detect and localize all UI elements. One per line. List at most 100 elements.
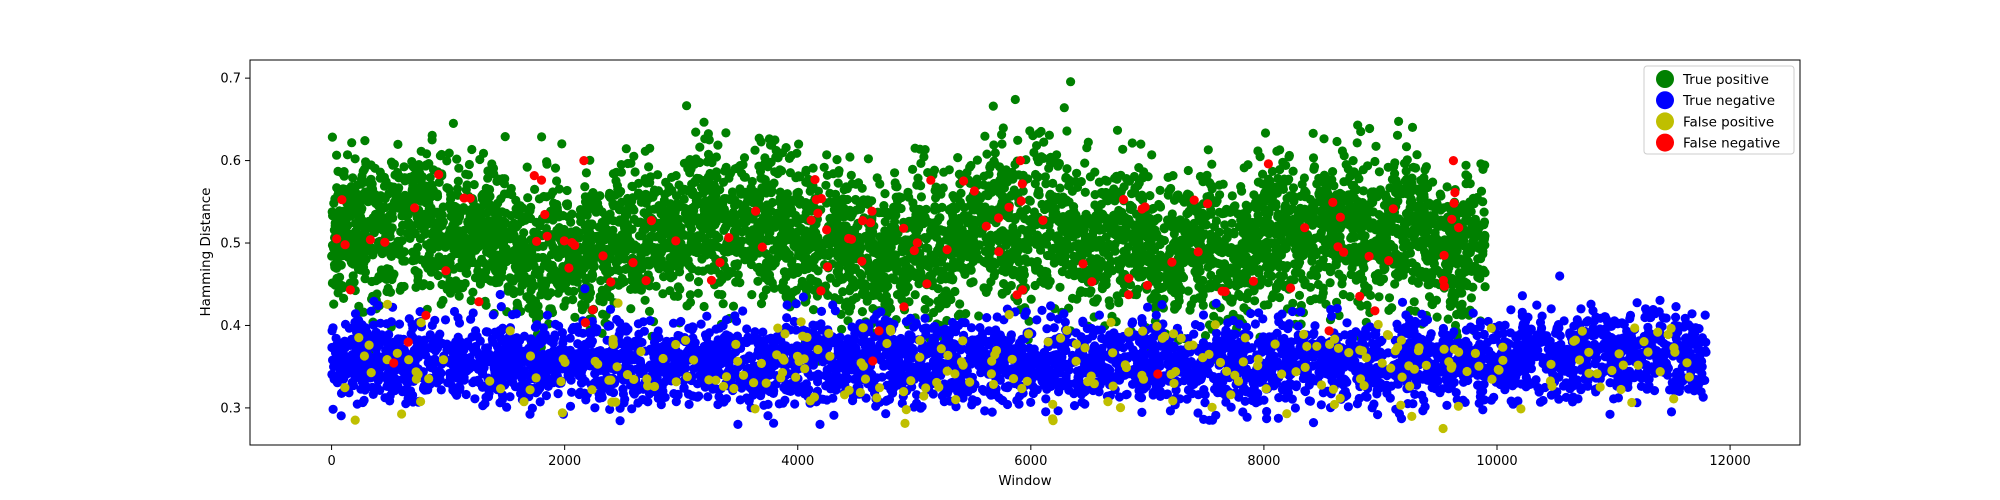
data-point [440, 242, 450, 252]
data-point [677, 186, 687, 196]
data-point [750, 145, 760, 155]
data-point [1192, 270, 1202, 280]
data-point [530, 184, 540, 194]
data-point [1145, 191, 1155, 201]
data-point [1343, 164, 1353, 174]
data-point [653, 170, 663, 180]
data-point [669, 224, 679, 234]
data-point [823, 290, 833, 300]
data-point [770, 167, 780, 177]
data-point [1080, 241, 1090, 251]
data-point [1461, 160, 1471, 170]
data-point [672, 244, 682, 254]
data-point [767, 180, 778, 190]
data-point [335, 283, 345, 293]
data-point [1337, 273, 1348, 283]
data-point [345, 278, 355, 288]
data-point [856, 200, 866, 210]
data-point [1394, 116, 1404, 126]
data-point [393, 139, 403, 149]
data-point [410, 255, 420, 265]
data-point [565, 250, 575, 260]
data-point [997, 130, 1007, 140]
data-point [825, 273, 836, 283]
data-point [855, 268, 865, 279]
data-point [728, 301, 739, 311]
data-point [608, 169, 619, 179]
data-point [343, 221, 353, 231]
data-point [1450, 290, 1460, 301]
data-point [823, 250, 834, 261]
data-point [426, 229, 436, 239]
data-point [1232, 266, 1242, 277]
data-point [792, 218, 802, 228]
data-point [1374, 167, 1384, 177]
data-point [1098, 189, 1108, 199]
data-point [563, 212, 573, 222]
data-point [758, 291, 768, 301]
data-point [1374, 292, 1384, 302]
data-point [1156, 250, 1166, 260]
data-point [838, 287, 848, 297]
data-point [529, 281, 539, 291]
data-point [1207, 159, 1217, 169]
data-point [743, 193, 753, 203]
data-point [1297, 214, 1307, 224]
data-point [1059, 103, 1069, 113]
data-point [368, 250, 378, 260]
data-point [1478, 265, 1488, 275]
data-point [1205, 231, 1215, 241]
data-point [452, 184, 463, 194]
data-point [900, 287, 911, 297]
data-point [1325, 278, 1335, 288]
data-point [1267, 271, 1277, 281]
data-point [699, 301, 709, 312]
data-point [808, 305, 819, 315]
data-point [434, 177, 444, 187]
data-point [1393, 267, 1403, 277]
data-point [979, 283, 989, 293]
data-point [327, 132, 337, 142]
data-point [961, 309, 971, 319]
data-point [756, 173, 766, 183]
data-point [1211, 216, 1221, 226]
data-point [580, 182, 590, 192]
data-point [1097, 224, 1108, 235]
data-point [628, 193, 638, 203]
data-point [622, 230, 633, 240]
data-point [1358, 165, 1368, 175]
data-point [358, 216, 369, 226]
data-point [1442, 182, 1452, 192]
data-point [394, 173, 404, 183]
data-point [834, 271, 844, 281]
data-point [973, 241, 983, 251]
data-point [438, 202, 448, 212]
data-point [1348, 156, 1358, 166]
data-point [356, 174, 366, 184]
data-point [1332, 136, 1342, 147]
data-point [523, 193, 533, 203]
data-point [348, 271, 358, 281]
data-point [1183, 165, 1193, 176]
data-point [616, 167, 627, 177]
data-point [785, 168, 796, 178]
data-point [1257, 179, 1267, 189]
data-point [1310, 294, 1320, 304]
data-point [630, 167, 640, 177]
data-point [691, 127, 701, 137]
data-point [982, 149, 992, 159]
data-point [795, 240, 805, 250]
data-point [685, 155, 695, 165]
data-point [1362, 300, 1372, 310]
data-point [521, 242, 531, 252]
data-point [1098, 280, 1108, 291]
data-point [350, 154, 360, 164]
data-point [1391, 177, 1401, 187]
data-point [1299, 173, 1309, 183]
data-point [1142, 225, 1152, 235]
data-point [1284, 150, 1294, 161]
data-point [1236, 182, 1246, 192]
data-point [584, 219, 594, 229]
data-point [396, 227, 406, 237]
data-point [1185, 305, 1195, 315]
